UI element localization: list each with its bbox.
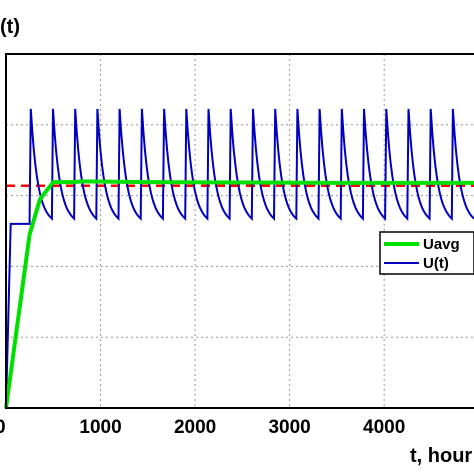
legend-label-uavg: Uavg	[423, 236, 460, 253]
series-line-ut	[5, 108, 474, 409]
y-axis-label: (t)	[0, 16, 20, 38]
x-tick-label: 3000	[268, 417, 310, 438]
x-tick-label: 0	[0, 417, 6, 438]
legend: Uavg U(t)	[379, 231, 474, 275]
plot-frame	[5, 53, 474, 409]
legend-box	[379, 231, 474, 275]
x-tick-label: 1000	[79, 417, 121, 438]
x-tick-labels: 0 1000 2000 3000 4000	[0, 417, 405, 438]
x-tick-label: 2000	[174, 417, 216, 438]
legend-label-ut: U(t)	[423, 255, 449, 272]
series-line-uavg	[4, 179, 474, 409]
x-tick-label: 4000	[363, 417, 405, 438]
gridlines	[6, 54, 474, 408]
x-axis-label: t, hour	[410, 445, 472, 467]
series-lines	[4, 108, 474, 409]
